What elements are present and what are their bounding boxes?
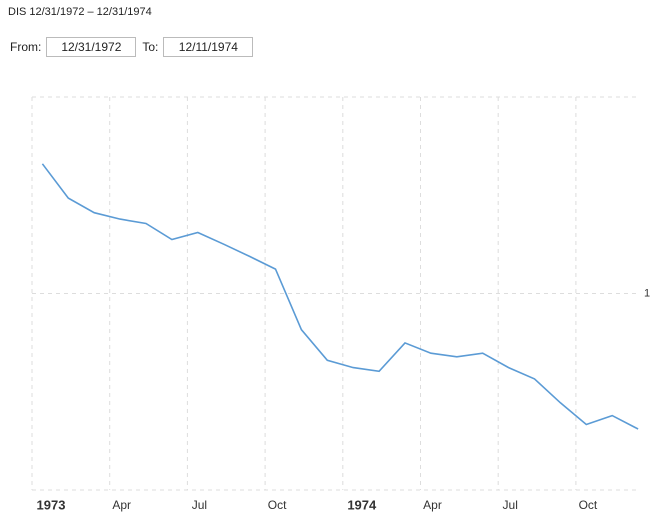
x-tick-label: 1973 [37, 497, 66, 512]
x-tick-label: Apr [112, 498, 131, 512]
chart-title: DIS 12/31/1972 – 12/31/1974 [8, 6, 152, 18]
to-label: To: [142, 40, 159, 54]
x-tick-label: Oct [579, 498, 598, 512]
from-input[interactable]: 12/31/1972 [46, 37, 137, 57]
date-range-controls: From: 12/31/1972 To: 12/11/1974 [10, 37, 259, 57]
from-label: From: [10, 40, 42, 54]
x-tick-label: 1974 [347, 497, 377, 512]
x-tick-label: Oct [268, 498, 287, 512]
x-tick-label: Jul [192, 498, 207, 512]
x-tick-label: Jul [503, 498, 518, 512]
to-input[interactable]: 12/11/1974 [163, 37, 254, 57]
x-tick-label: Apr [423, 498, 442, 512]
price-line [41, 163, 639, 430]
y-tick-label: 1 [644, 287, 650, 299]
